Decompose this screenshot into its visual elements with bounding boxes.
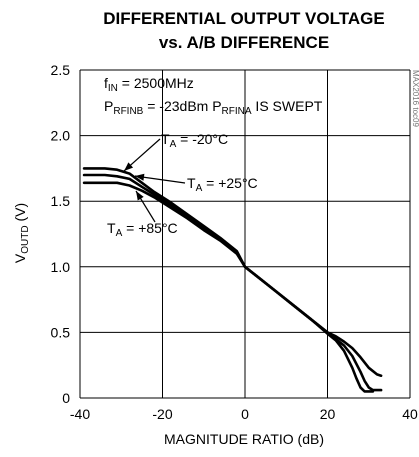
- y-axis-label: VOUTD (V): [12, 203, 31, 263]
- y-tick-label: 0: [62, 390, 70, 406]
- x-tick-label: 20: [320, 406, 336, 422]
- x-tick-label: -40: [70, 406, 90, 422]
- chart-title-line-1: DIFFERENTIAL OUTPUT VOLTAGE: [103, 9, 384, 28]
- series-curves: [82, 167, 383, 393]
- legend-label-minus20c: TA = -20°C: [161, 131, 228, 150]
- tick-labels: -40 -20 0 20 40 0 0.5 1.0 1.5 2.0 2.5: [51, 62, 418, 422]
- x-tick-label: -20: [152, 406, 172, 422]
- series-line-plus25c: [82, 173, 383, 392]
- y-tick-label: 0.5: [51, 324, 71, 340]
- legend-label-plus85c: TA = +85°C: [107, 220, 178, 239]
- leader-plus85c-head: [136, 191, 144, 201]
- y-tick-label: 2.0: [51, 128, 71, 144]
- chart-title-line-2: vs. A/B DIFFERENCE: [159, 33, 329, 52]
- series-line-minus20c: [82, 167, 383, 378]
- series-line-plus85c: [82, 181, 375, 393]
- leader-plus25c-head: [135, 173, 145, 181]
- x-tick-label: 40: [402, 406, 418, 422]
- y-tick-label: 2.5: [51, 62, 71, 78]
- annotation-frequency: fIN = 2500MHz: [104, 75, 194, 94]
- y-tick-label: 1.5: [51, 193, 71, 209]
- grid: [79, 69, 411, 399]
- x-tick-label: 0: [241, 406, 249, 422]
- annotation-leaders: [123, 138, 186, 223]
- legend-label-plus25c: TA = +25°C: [187, 175, 258, 194]
- y-tick-label: 1.0: [51, 259, 71, 275]
- annotation-power: PRFINB = -23dBm PRFINA IS SWEPT: [104, 98, 323, 117]
- watermark: MAX2016 toc09: [411, 70, 419, 127]
- leader-minus20c-head: [124, 162, 134, 171]
- x-axis-label: MAGNITUDE RATIO (dB): [164, 431, 324, 447]
